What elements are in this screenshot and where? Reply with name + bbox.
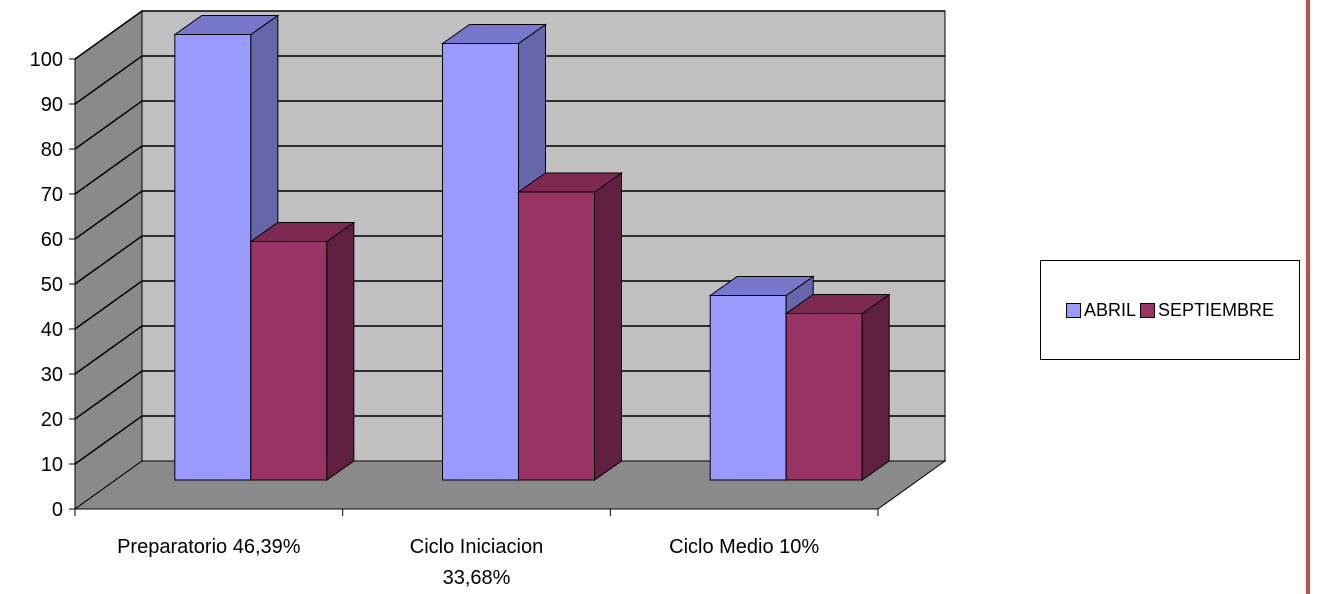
- legend-label-septiembre: SEPTIEMBRE: [1158, 299, 1275, 320]
- y-tick-label: 30: [41, 364, 63, 386]
- bar-abril: [442, 43, 519, 481]
- legend-swatch-septiembre: [1140, 302, 1155, 318]
- x-tick-label: Ciclo Iniciacion 33,68%: [410, 536, 543, 589]
- bar-septiembre: [785, 313, 863, 481]
- bar-top-septiembre: [516, 172, 624, 193]
- x-tick-label-line: Preparatorio 46,39%: [117, 536, 301, 558]
- bar-septiembre: [518, 191, 595, 481]
- legend-swatch-abril: [1065, 302, 1081, 318]
- gridline: [74, 145, 945, 195]
- gridline: [74, 325, 945, 375]
- y-tick-label: 50: [41, 274, 63, 296]
- gridline: [74, 235, 945, 285]
- x-tick-label-line: Ciclo Medio 10%: [669, 536, 819, 558]
- legend-label-abril: ABRIL: [1083, 299, 1136, 320]
- gridline: [74, 10, 945, 60]
- bar-top-abril: [173, 15, 280, 35]
- bars: [173, 14, 891, 481]
- y-tick-label: 10: [41, 454, 63, 476]
- gridline: [74, 190, 945, 240]
- bar-septiembre: [250, 241, 328, 481]
- gridline: [74, 280, 945, 330]
- x-tick-label-line: 33,68%: [443, 567, 511, 589]
- x-tick-label: Preparatorio 46,39%: [117, 536, 301, 558]
- bar-top-septiembre: [784, 294, 891, 314]
- y-tick-label: 80: [41, 139, 63, 161]
- gridline: [74, 100, 945, 150]
- gridlines: [74, 10, 945, 465]
- y-tick-label: 40: [41, 319, 63, 341]
- x-axis-labels: Preparatorio 46,39% Ciclo Iniciacion 33,68…: [74, 509, 879, 589]
- y-tick-label: 100: [30, 49, 63, 71]
- y-tick-label: 70: [41, 184, 63, 206]
- y-tick-label: 20: [41, 409, 63, 431]
- bar-side-septiembre: [594, 172, 622, 481]
- gridline: [74, 370, 945, 420]
- legend-item-abril: ABRIL: [1065, 299, 1136, 321]
- legend: ABRIL SEPTIEMBRE: [1040, 260, 1300, 360]
- page-border-rule: [1306, 0, 1310, 594]
- y-tick-label: 90: [41, 94, 63, 116]
- gridline: [74, 55, 945, 105]
- legend-item-septiembre: SEPTIEMBRE: [1140, 300, 1274, 321]
- bar-abril: [709, 295, 787, 481]
- x-tick-label-line: Ciclo Iniciacion: [410, 536, 543, 558]
- gridline: [74, 415, 945, 465]
- y-tick-label: 0: [52, 499, 63, 521]
- bar-top-abril: [440, 24, 548, 44]
- y-tick-label: 60: [41, 229, 63, 251]
- bar-side-septiembre: [861, 293, 890, 481]
- x-tick-label: Ciclo Medio 10%: [669, 536, 819, 558]
- bar-top-septiembre: [249, 222, 356, 242]
- bar-abril: [174, 34, 252, 481]
- bar-side-septiembre: [326, 221, 355, 481]
- y-axis: 0 10 20 30 40 50 60 70 80 90 100: [30, 49, 878, 521]
- bar-top-abril: [708, 276, 815, 296]
